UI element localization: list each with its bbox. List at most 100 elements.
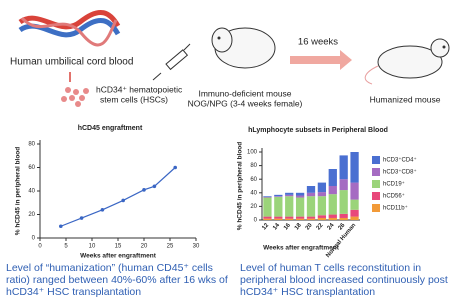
caption: Level of “humanization” (human CD45⁺ cel… — [6, 262, 213, 274]
x-tick-label: 5 — [64, 244, 68, 250]
x-tick-label: 18 — [294, 222, 303, 231]
legend-label: hCD3⁺CD4⁺ — [383, 157, 417, 164]
x-axis-label: Weeks after engraftment — [80, 253, 157, 260]
bar-segment — [350, 199, 359, 210]
cord-icon — [18, 10, 121, 47]
bar-segment — [263, 218, 272, 220]
bar-segment — [263, 196, 272, 197]
bar-segment — [317, 217, 327, 220]
legend-label: hCD56⁺ — [383, 193, 405, 200]
bar-segment — [285, 192, 294, 195]
mouse-icon — [364, 38, 450, 85]
legend-label: hCD19⁺ — [383, 181, 405, 188]
mouse-label: NOG/NPG (3-4 weeks female) — [188, 98, 303, 108]
bar-segment — [339, 155, 348, 180]
bar-segment — [274, 194, 283, 197]
data-point — [152, 184, 157, 189]
data-point — [79, 216, 84, 220]
y-tick-label: 20 — [28, 212, 35, 218]
cells-icon — [61, 87, 89, 107]
chart-title: hLymphocyte subsets in Peripheral Blood — [248, 127, 388, 134]
bar-segment — [306, 192, 316, 197]
bar-segment — [317, 192, 327, 197]
legend-swatch — [372, 156, 380, 164]
x-tick-label: 15 — [115, 244, 122, 250]
cord-label: Human umbilical cord blood — [10, 57, 133, 68]
legend-swatch — [372, 168, 380, 176]
y-tick-label: 60 — [250, 177, 257, 183]
bar-segment — [295, 195, 305, 198]
caption: ratio) ranged between 40%-60% after 16 w… — [6, 274, 228, 286]
bar-segment — [328, 169, 337, 186]
bar-segment — [274, 196, 283, 197]
bar-segment — [295, 216, 305, 219]
bar-segment — [339, 179, 348, 191]
pup-icon — [211, 27, 276, 69]
data-line — [60, 167, 176, 227]
legend-label: hCD3⁺CD8⁺ — [383, 169, 417, 176]
data-point — [142, 188, 146, 192]
y-tick-label: 100 — [247, 150, 258, 156]
data-point — [100, 208, 105, 212]
x-tick-label: 12 — [261, 222, 270, 231]
chart-title: hCD45 engraftment — [78, 125, 143, 132]
x-tick-label: 20 — [305, 222, 314, 231]
bar-segment — [339, 213, 348, 218]
caption: peripheral blood increased continuously … — [240, 274, 448, 286]
y-tick-label: 40 — [250, 190, 257, 196]
cells-label: stem cells (HSCs) — [100, 94, 168, 104]
bar-segment — [350, 216, 359, 220]
bar-segment — [274, 216, 283, 219]
bar-segment — [285, 194, 294, 197]
syringe-icon — [152, 43, 191, 81]
bar-segment — [350, 182, 359, 200]
y-tick-label: 80 — [250, 163, 257, 169]
bar-segment — [285, 196, 294, 217]
x-tick-label: 24 — [327, 222, 336, 231]
bar-segment — [306, 216, 316, 219]
bar-segment — [317, 196, 327, 216]
data-point — [121, 198, 125, 203]
legend-label: hCD11b⁺ — [383, 205, 408, 212]
bar-segment — [295, 192, 305, 196]
humanized-label: Humanized mouse — [370, 94, 441, 104]
bar-segment — [274, 196, 283, 217]
caption: hCD34⁺ HSC transplantation — [6, 286, 141, 298]
bar-segment — [339, 217, 348, 220]
x-tick-label: 16 — [283, 222, 292, 231]
bar-segment — [285, 218, 294, 220]
bar-segment — [317, 182, 327, 193]
bar-segment — [350, 209, 359, 217]
mouse-label: Immuno-deficient mouse — [198, 88, 291, 98]
y-tick-label: 0 — [254, 218, 258, 224]
bar-segment — [263, 197, 272, 217]
bar-segment — [328, 186, 337, 195]
x-tick-label: 30 — [193, 244, 200, 250]
caption: hCD34⁺ HSC transplantation — [240, 286, 375, 298]
y-tick-label: 40 — [28, 189, 35, 195]
bar-segment — [328, 217, 337, 220]
bar-segment — [295, 197, 305, 217]
y-tick-label: 60 — [28, 165, 35, 171]
bar-segment — [328, 214, 337, 218]
y-axis-label: % hCD45 in peripheral blood — [15, 147, 22, 236]
y-tick-label: 0 — [32, 236, 36, 242]
x-tick-label: 0 — [38, 244, 42, 250]
bar-segment — [285, 216, 294, 219]
bar-segment — [263, 216, 272, 219]
x-tick-label: 25 — [167, 244, 174, 250]
x-axis-label: Weeks after engraftment — [263, 245, 340, 252]
x-tick-label: 10 — [89, 244, 96, 250]
legend-swatch — [372, 180, 380, 188]
bar-segment — [317, 215, 327, 218]
x-tick-label: 20 — [141, 244, 148, 250]
data-point — [173, 165, 177, 170]
arrow — [290, 50, 352, 70]
bar-segment — [339, 190, 348, 214]
y-tick-label: 80 — [28, 142, 35, 148]
bar-segment — [328, 194, 337, 215]
y-axis-label: % hCD45 in peripheral blood — [237, 142, 244, 231]
bar-segment — [350, 152, 359, 183]
bar-segment — [306, 196, 316, 217]
